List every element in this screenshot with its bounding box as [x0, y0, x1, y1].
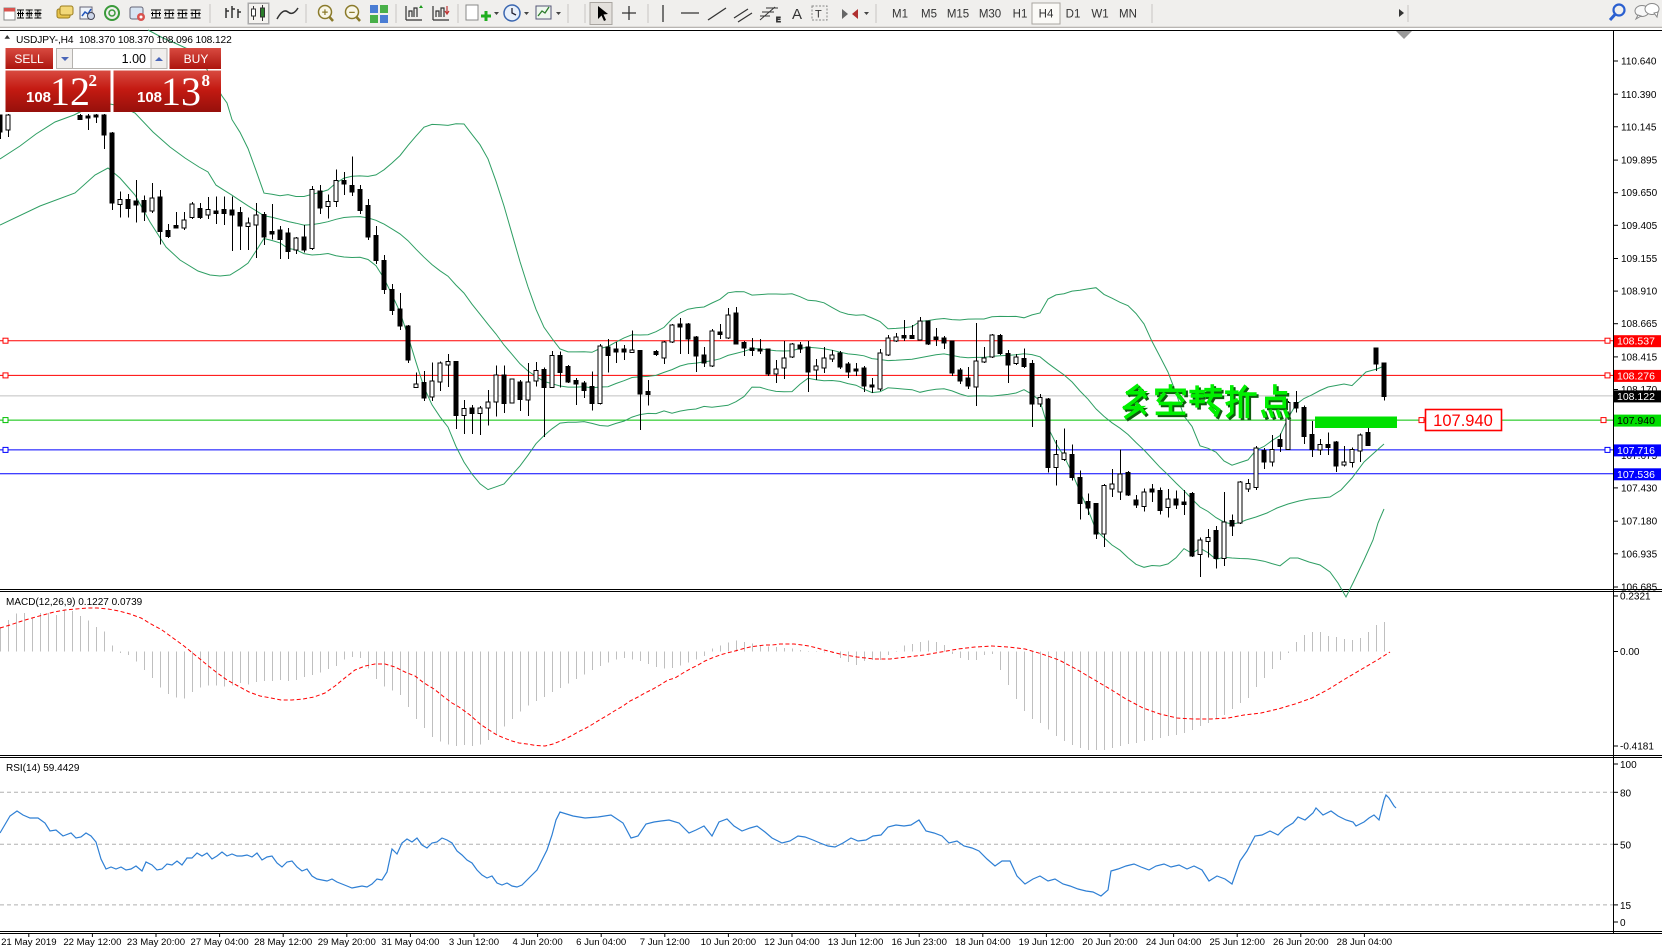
svg-text:28 May 12:00: 28 May 12:00	[254, 937, 312, 948]
svg-text:107.180: 107.180	[1621, 517, 1658, 528]
svg-text:24 Jun 04:00: 24 Jun 04:00	[1146, 937, 1201, 948]
svg-text:108.122: 108.122	[1617, 391, 1655, 403]
svg-text:106.935: 106.935	[1621, 549, 1658, 560]
svg-text:MACD(12,26,9) 0.1227 0.0739: MACD(12,26,9) 0.1227 0.0739	[6, 597, 143, 608]
svg-text:29 May 20:00: 29 May 20:00	[318, 937, 376, 948]
svg-text:80: 80	[1620, 788, 1632, 799]
svg-text:19 Jun 12:00: 19 Jun 12:00	[1019, 937, 1074, 948]
svg-text:109.650: 109.650	[1621, 188, 1658, 199]
svg-text:13 Jun 12:00: 13 Jun 12:00	[828, 937, 883, 948]
svg-text:108.910: 108.910	[1621, 287, 1658, 298]
svg-text:25 Jun 12:00: 25 Jun 12:00	[1209, 937, 1264, 948]
svg-text:110.145: 110.145	[1621, 122, 1657, 133]
svg-text:107.940: 107.940	[1433, 412, 1493, 430]
svg-text:106.685: 106.685	[1621, 583, 1658, 594]
svg-text:110.640: 110.640	[1621, 57, 1657, 68]
svg-text:W1: W1	[1091, 9, 1108, 21]
svg-text:D1: D1	[1066, 9, 1081, 21]
svg-text:6 Jun 04:00: 6 Jun 04:00	[576, 937, 626, 948]
svg-text:110.390: 110.390	[1621, 90, 1657, 101]
svg-text:3 Jun 12:00: 3 Jun 12:00	[449, 937, 499, 948]
svg-text:13: 13	[161, 69, 201, 114]
svg-text:7 Jun 12:00: 7 Jun 12:00	[640, 937, 690, 948]
svg-text:T: T	[815, 9, 822, 21]
svg-text:31 May 04:00: 31 May 04:00	[381, 937, 439, 948]
svg-text:-0.4181: -0.4181	[1620, 742, 1654, 753]
svg-text:22 May 12:00: 22 May 12:00	[63, 937, 121, 948]
svg-text:23 May 20:00: 23 May 20:00	[127, 937, 185, 948]
svg-text:16 Jun 23:00: 16 Jun 23:00	[891, 937, 946, 948]
svg-text:0.00: 0.00	[1620, 647, 1640, 658]
svg-text:27 May 04:00: 27 May 04:00	[191, 937, 249, 948]
svg-text:4 Jun 20:00: 4 Jun 20:00	[513, 937, 563, 948]
svg-text:M15: M15	[947, 9, 969, 21]
svg-text:107.940: 107.940	[1617, 415, 1655, 427]
svg-text:107.536: 107.536	[1617, 469, 1655, 481]
svg-text:SELL: SELL	[14, 52, 44, 66]
svg-text:100: 100	[1620, 760, 1637, 771]
svg-text:108.415: 108.415	[1621, 352, 1658, 363]
svg-text:H1: H1	[1013, 9, 1028, 21]
svg-text:RSI(14) 59.4429: RSI(14) 59.4429	[6, 763, 80, 774]
svg-text:10 Jun 20:00: 10 Jun 20:00	[701, 937, 756, 948]
svg-text:21 May 2019: 21 May 2019	[1, 937, 56, 948]
svg-text:108: 108	[137, 89, 162, 106]
svg-text:−: −	[349, 7, 355, 19]
svg-text:50: 50	[1620, 840, 1632, 851]
svg-text:MN: MN	[1119, 9, 1137, 21]
svg-text:0.2321: 0.2321	[1620, 592, 1651, 603]
svg-text:H4: H4	[1039, 9, 1054, 21]
svg-text:E: E	[776, 17, 781, 24]
svg-text:20 Jun 20:00: 20 Jun 20:00	[1082, 937, 1137, 948]
svg-text:12 Jun 04:00: 12 Jun 04:00	[764, 937, 819, 948]
svg-text:107.430: 107.430	[1621, 483, 1658, 494]
svg-text:108.537: 108.537	[1617, 336, 1655, 348]
svg-text:26 Jun 20:00: 26 Jun 20:00	[1273, 937, 1328, 948]
svg-text:109.155: 109.155	[1621, 254, 1658, 265]
svg-text:BUY: BUY	[184, 52, 209, 66]
svg-text:A: A	[792, 6, 802, 23]
svg-text:USDJPY-,H4 108.370 108.370 10: USDJPY-,H4 108.370 108.370 108.096 108.1…	[16, 35, 232, 46]
svg-text:108.665: 108.665	[1621, 319, 1658, 330]
svg-text:108: 108	[26, 89, 51, 106]
svg-text:18 Jun 04:00: 18 Jun 04:00	[955, 937, 1010, 948]
svg-text:109.405: 109.405	[1621, 221, 1658, 232]
svg-text:M1: M1	[892, 9, 908, 21]
svg-text:M5: M5	[921, 9, 937, 21]
svg-text:28 Jun 04:00: 28 Jun 04:00	[1337, 937, 1392, 948]
svg-text:+: +	[322, 7, 328, 19]
svg-text:107.716: 107.716	[1617, 445, 1655, 457]
svg-text:8: 8	[202, 71, 211, 90]
svg-text:12: 12	[50, 69, 90, 114]
svg-text:109.895: 109.895	[1621, 156, 1658, 167]
svg-text:108.276: 108.276	[1617, 370, 1655, 382]
svg-text:2: 2	[89, 71, 98, 90]
svg-text:M30: M30	[979, 9, 1001, 21]
svg-text:1.00: 1.00	[122, 52, 146, 66]
svg-text:15: 15	[1620, 901, 1632, 912]
svg-text:0: 0	[1620, 918, 1626, 929]
